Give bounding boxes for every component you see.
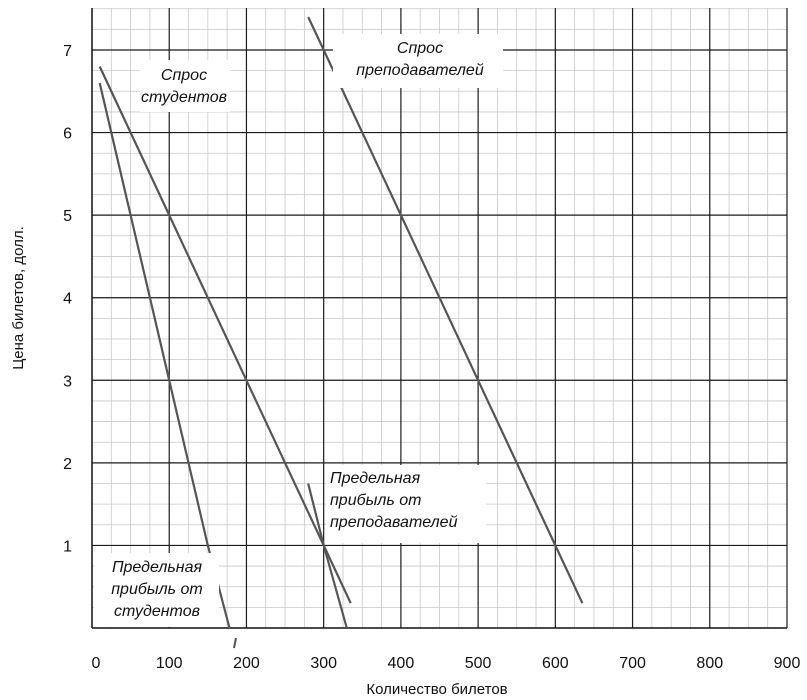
- x-axis-title: Количество билетов: [366, 681, 507, 698]
- x-tick-label: 900: [774, 655, 801, 672]
- series-annotation-line: студентов: [141, 89, 227, 106]
- y-tick-label: 6: [63, 126, 72, 143]
- series-line-0: [98, 66, 352, 604]
- series-annotation-line: прибыль от: [111, 581, 202, 598]
- axes: [91, 8, 787, 629]
- series-annotation-line: Предельная: [112, 559, 203, 576]
- x-tick-label: 800: [696, 655, 723, 672]
- x-tick-label: 300: [310, 655, 337, 672]
- series-lines: [98, 16, 584, 649]
- series-annotation-line: студентов: [114, 603, 200, 620]
- x-tick-label: 100: [156, 655, 183, 672]
- series-annotation-line: Спрос: [397, 40, 443, 57]
- x-tick-label: 400: [388, 655, 415, 672]
- y-tick-label: 7: [63, 43, 72, 60]
- y-tick-label: 1: [63, 538, 72, 555]
- series-line-1: [307, 16, 584, 604]
- x-tick-label: 700: [619, 655, 646, 672]
- x-tick-label: 200: [233, 655, 260, 672]
- series-annotation-line: преподавателей: [356, 62, 484, 79]
- x-tick-label: 500: [465, 655, 492, 672]
- y-tick-label: 4: [63, 291, 72, 308]
- annotation-background: [326, 465, 486, 543]
- annotation-background: [94, 553, 219, 627]
- tick-labels: 0 100 200 300 400 500 600 700 800 900 1 2 3 4 5 6 7: [63, 43, 800, 672]
- x-tick-label: 0: [92, 655, 101, 672]
- x-tick-label: 600: [542, 655, 569, 672]
- y-tick-label: 3: [63, 373, 72, 390]
- series-annotation-line: прибыль от: [330, 492, 421, 509]
- y-axis-title: Цена билетов, долл.: [10, 226, 27, 370]
- major-grid: [92, 8, 788, 628]
- series-annotation-line: Спрос: [161, 67, 207, 84]
- series-line-3: [307, 483, 348, 629]
- series-line-extension: [233, 637, 237, 649]
- series-line-2: [98, 82, 231, 629]
- series-annotation-line: Предельная: [330, 470, 421, 487]
- y-tick-label: 5: [63, 208, 72, 225]
- series-annotations: Спрос студентов Спрос преподавателей Предель…: [94, 34, 503, 627]
- annotation-background: [333, 34, 503, 88]
- annotation-background: [140, 60, 230, 112]
- series-annotation-line: преподавателей: [330, 514, 458, 531]
- y-tick-label: 2: [63, 456, 72, 473]
